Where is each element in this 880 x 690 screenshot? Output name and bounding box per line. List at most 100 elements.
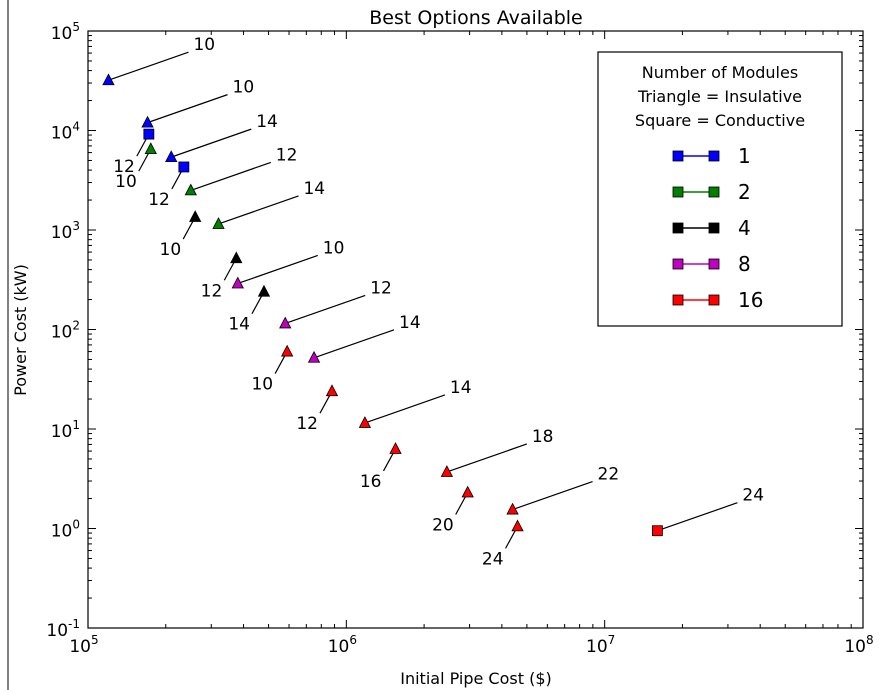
annotation-line xyxy=(108,51,189,81)
legend-marker xyxy=(708,222,720,234)
legend-entry: 8 xyxy=(672,252,751,276)
data-label: 12 xyxy=(370,278,392,298)
legend-marker xyxy=(672,186,684,198)
legend-marker xyxy=(708,294,720,306)
annotation-line xyxy=(190,161,271,191)
legend-entry-label: 4 xyxy=(738,216,751,240)
plot-area: 105 106 107 10810-1100101102103104105101012… xyxy=(46,20,873,657)
legend-entry: 4 xyxy=(672,216,751,240)
data-label: 10 xyxy=(323,238,345,258)
legend: Number of Modules Triangle = Insulative Sq… xyxy=(597,51,843,327)
legend-marker xyxy=(708,150,720,162)
y-tick-label: 100 xyxy=(51,518,80,542)
series-16: 10 12 14 16 18 20 22 24 24 xyxy=(251,344,764,569)
annotation-line xyxy=(657,502,738,532)
legend-entry-label: 2 xyxy=(738,180,751,204)
data-label: 22 xyxy=(598,465,620,485)
data-point xyxy=(212,217,225,229)
legend-box xyxy=(597,51,843,327)
data-point xyxy=(184,183,197,196)
data-label: 10 xyxy=(233,78,255,98)
legend-title-line: Square = Conductive xyxy=(635,111,805,130)
x-tick-label: 105 xyxy=(69,633,98,657)
annotation-line xyxy=(446,443,528,473)
data-point xyxy=(189,210,202,222)
data-label: 20 xyxy=(432,516,454,536)
legend-title-line: Triangle = Insulative xyxy=(637,87,802,106)
y-axis-label: Power Cost (kW) xyxy=(11,264,30,396)
data-point xyxy=(230,251,243,264)
data-label: 12 xyxy=(276,145,298,165)
legend-entry-label: 1 xyxy=(738,144,751,168)
legend-title-line: Number of Modules xyxy=(642,63,798,82)
y-tick-label: 104 xyxy=(51,120,80,144)
data-label: 10 xyxy=(160,240,182,260)
data-label: 14 xyxy=(228,315,250,335)
data-point xyxy=(651,525,663,537)
data-point xyxy=(143,128,155,140)
data-label: 10 xyxy=(193,35,215,55)
data-label: 14 xyxy=(450,378,472,398)
chart-title: Best Options Available xyxy=(369,7,582,29)
data-point xyxy=(307,350,321,363)
legend-entry: 1 xyxy=(672,144,751,168)
data-label: 24 xyxy=(742,486,764,506)
data-label: 12 xyxy=(148,190,170,210)
data-point xyxy=(506,502,519,515)
x-tick-label: 107 xyxy=(586,633,615,657)
data-label: 14 xyxy=(399,313,421,333)
y-tick-label: 10-1 xyxy=(46,617,80,641)
legend-marker xyxy=(708,186,720,198)
x-tick-label: 108 xyxy=(844,633,873,657)
data-label: 10 xyxy=(115,172,137,192)
data-point xyxy=(325,384,339,397)
annotation-line xyxy=(237,254,318,285)
data-point xyxy=(178,161,190,173)
y-tick-label: 101 xyxy=(51,418,80,442)
legend-marker xyxy=(672,150,684,162)
data-label: 16 xyxy=(360,472,382,492)
legend-marker xyxy=(672,258,684,270)
annotation-line xyxy=(147,94,228,124)
y-tick-label: 105 xyxy=(51,20,80,44)
data-point xyxy=(257,284,271,297)
y-tick-label: 102 xyxy=(51,319,80,343)
annotation-line xyxy=(285,294,366,325)
data-label: 18 xyxy=(532,427,554,447)
x-tick-label: 106 xyxy=(328,633,357,657)
annotation-line xyxy=(218,195,299,225)
legend-entry-label: 8 xyxy=(738,252,751,276)
data-point xyxy=(511,519,524,532)
data-point xyxy=(144,142,157,155)
data-label: 12 xyxy=(296,414,318,434)
data-label: 14 xyxy=(303,179,325,199)
data-point xyxy=(141,115,154,128)
annotation-line xyxy=(364,394,446,424)
data-point xyxy=(231,276,244,289)
x-axis-label: Initial Pipe Cost ($) xyxy=(400,669,552,688)
legend-marker xyxy=(672,294,684,306)
data-point xyxy=(165,150,178,163)
legend-entry: 2 xyxy=(672,180,751,204)
data-label: 14 xyxy=(256,112,278,132)
data-point xyxy=(461,485,474,498)
data-point xyxy=(389,442,402,454)
series-8: 10 12 14 xyxy=(231,238,421,363)
annotation-line xyxy=(313,329,395,359)
data-point xyxy=(358,416,372,428)
legend-entry: 16 xyxy=(672,288,763,312)
data-label: 12 xyxy=(201,281,223,301)
data-label: 12 xyxy=(113,157,135,177)
data-point xyxy=(279,316,292,329)
data-point xyxy=(280,344,294,357)
data-point xyxy=(440,465,454,477)
legend-marker xyxy=(672,222,684,234)
data-label: 24 xyxy=(482,549,504,569)
data-point xyxy=(102,73,115,86)
data-label: 10 xyxy=(251,375,273,395)
annotation-line xyxy=(512,480,593,511)
